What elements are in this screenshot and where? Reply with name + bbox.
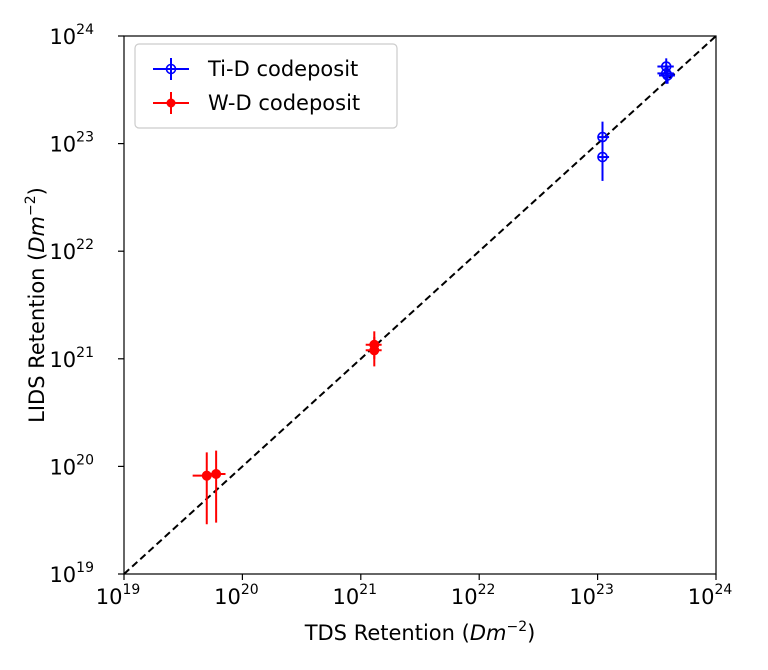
x-tick-label-exp: 20 xyxy=(241,582,259,598)
y-tick-label-base: 10 xyxy=(49,455,76,479)
x-tick-label-base: 10 xyxy=(333,585,360,609)
y-tick-label-base: 10 xyxy=(49,133,76,157)
y-tick-label-exp: 23 xyxy=(76,130,94,146)
y-tick-label-base: 10 xyxy=(49,240,76,264)
y-axis-label-main: LIDS Retention ( xyxy=(25,253,49,423)
y-tick-label-exp: 20 xyxy=(76,452,94,468)
y-axis-label-var: Dm xyxy=(25,216,49,253)
legend-label-ti-d: Ti-D codeposit xyxy=(207,57,358,81)
x-tick-label: 1024 xyxy=(688,582,733,609)
x-tick-label: 1023 xyxy=(569,582,614,609)
legend-marker-w-d xyxy=(153,92,189,114)
y-tick-label: 1021 xyxy=(49,345,94,372)
x-tick-label: 1021 xyxy=(333,582,378,609)
chart-legend: Ti-D codeposit W-D codeposit xyxy=(134,43,398,129)
y-tick-label-base: 10 xyxy=(49,348,76,372)
y-tick-label-exp: 24 xyxy=(76,22,94,38)
x-tick-label-exp: 23 xyxy=(596,582,614,598)
x-tick-label: 1022 xyxy=(451,582,496,609)
x-tick-label-exp: 21 xyxy=(359,582,377,598)
x-tick-label-exp: 19 xyxy=(122,582,140,598)
x-tick-label-base: 10 xyxy=(96,585,123,609)
y-tick-label-exp: 21 xyxy=(76,345,94,361)
y-tick-label-base: 10 xyxy=(49,25,76,49)
data-point xyxy=(660,68,672,79)
x-tick-label-exp: 24 xyxy=(714,582,732,598)
x-tick-label-base: 10 xyxy=(569,585,596,609)
x-tick-label-base: 10 xyxy=(688,585,715,609)
reference-line-layer xyxy=(123,35,717,575)
reference-diagonal-line xyxy=(123,35,717,575)
y-tick-label: 1019 xyxy=(49,560,94,587)
data-points-layer xyxy=(192,58,675,525)
y-tick-label-base: 10 xyxy=(49,563,76,587)
x-tick-label-base: 10 xyxy=(214,585,241,609)
y-axis-label-sup: −2 xyxy=(23,195,39,216)
x-axis-label: TDS Retention (Dm−2) xyxy=(304,619,536,645)
y-tick-label: 1023 xyxy=(49,130,94,157)
y-tick-label: 1024 xyxy=(49,22,94,49)
x-tick-label: 1020 xyxy=(214,582,259,609)
legend-box xyxy=(134,43,398,129)
y-axis-label-close: ) xyxy=(25,187,49,195)
x-axis-ticks: 1019 1020 1021 1022 1023 1024 xyxy=(96,574,733,609)
x-axis-label-main: TDS Retention ( xyxy=(304,621,470,645)
x-axis-label-close: ) xyxy=(527,621,535,645)
x-tick-label-base: 10 xyxy=(451,585,478,609)
series-ti-d xyxy=(597,58,675,181)
x-axis-label-var: Dm xyxy=(470,621,507,645)
y-tick-label: 1022 xyxy=(49,237,94,264)
legend-dot xyxy=(166,98,176,108)
legend-dot xyxy=(165,63,177,75)
data-point xyxy=(201,470,212,481)
x-tick-label: 1019 xyxy=(96,582,141,609)
x-tick-label-exp: 22 xyxy=(478,582,496,598)
y-tick-label-exp: 22 xyxy=(76,237,94,253)
plot-area-frame xyxy=(123,35,717,575)
series-w-d xyxy=(192,331,382,525)
y-tick-label: 1020 xyxy=(49,452,94,479)
data-point xyxy=(369,345,380,356)
data-point xyxy=(597,151,608,163)
legend-label-w-d: W-D codeposit xyxy=(208,91,360,115)
data-point xyxy=(662,70,673,81)
legend-marker-ti-d xyxy=(153,58,189,80)
x-axis-label-sup: −2 xyxy=(506,619,527,635)
data-point xyxy=(211,468,222,479)
y-tick-label-exp: 19 xyxy=(76,560,94,576)
y-axis-label: LIDS Retention (Dm−2) xyxy=(23,187,49,423)
